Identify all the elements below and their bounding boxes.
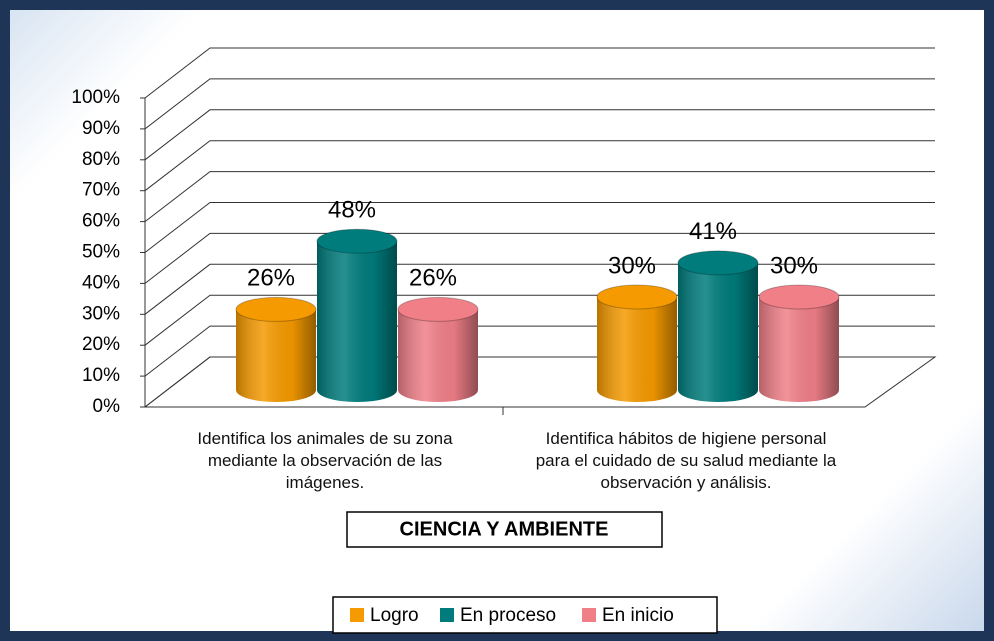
x-tick-label: Identifica los animales de su zona media… — [197, 429, 453, 492]
y-tick-label: 10% — [82, 365, 120, 386]
axis-title-box — [346, 511, 663, 548]
y-tick-label: 70% — [82, 180, 120, 201]
legend-label: En proceso — [460, 605, 556, 626]
bar-shade — [759, 297, 839, 402]
bar-top — [677, 250, 759, 276]
bar-shade — [678, 262, 758, 402]
y-tick-label: 100% — [71, 87, 120, 108]
legend-swatch — [440, 608, 454, 622]
y-tick-label: 20% — [82, 334, 120, 355]
bar-top — [758, 284, 840, 310]
y-tick-label: 30% — [82, 303, 120, 324]
legend-swatch — [350, 608, 364, 622]
legend-box — [332, 596, 718, 634]
grid-line — [144, 140, 935, 192]
bar-shade — [398, 309, 478, 402]
data-label: 41% — [689, 218, 737, 245]
grid-line — [144, 171, 935, 222]
bar-top — [397, 296, 479, 322]
data-label: 48% — [328, 197, 376, 224]
bar-top — [316, 228, 398, 254]
legend-label: En inicio — [602, 605, 674, 626]
data-label: 26% — [409, 265, 457, 292]
bar-shade — [317, 241, 397, 402]
bar-shade — [236, 309, 316, 402]
bar-top — [235, 296, 317, 322]
grid-line — [144, 47, 935, 99]
data-label: 30% — [770, 252, 818, 279]
data-label: 26% — [247, 265, 295, 292]
legend-label: Logro — [370, 605, 419, 626]
bar-shade — [597, 297, 677, 402]
y-tick-label: 90% — [82, 118, 120, 139]
y-tick-label: 40% — [82, 272, 120, 293]
legend-swatch — [582, 608, 596, 622]
y-tick-label: 50% — [82, 242, 120, 263]
grid-line — [144, 202, 935, 253]
y-tick-label: 80% — [82, 149, 120, 170]
y-tick-label: 60% — [82, 211, 120, 232]
x-tick-label: Identifica hábitos de higiene personal p… — [535, 429, 837, 492]
bar-top — [596, 284, 678, 310]
grid-line — [144, 232, 935, 284]
y-tick-label: 0% — [93, 396, 121, 417]
data-label: 30% — [608, 252, 656, 279]
grid-line — [144, 78, 935, 130]
x-axis-title: CIENCIA Y AMBIENTE — [400, 518, 609, 540]
grid-line — [144, 109, 935, 161]
